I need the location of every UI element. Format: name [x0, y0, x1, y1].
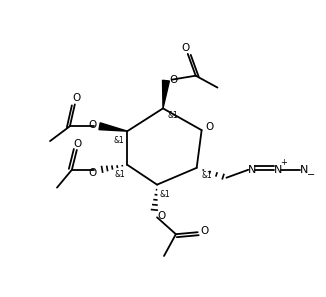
Text: O: O — [182, 43, 190, 53]
Text: N: N — [248, 165, 256, 175]
Text: N: N — [300, 165, 308, 175]
Text: &1: &1 — [159, 189, 170, 199]
Text: &1: &1 — [202, 171, 212, 180]
Text: O: O — [157, 211, 165, 221]
Text: O: O — [200, 226, 209, 236]
Text: &1: &1 — [115, 170, 126, 179]
Text: O: O — [74, 139, 82, 149]
Text: &1: &1 — [168, 111, 179, 120]
Text: O: O — [89, 168, 97, 178]
Text: +: + — [280, 158, 287, 168]
Text: N: N — [274, 165, 282, 175]
Text: O: O — [89, 120, 97, 130]
Text: &1: &1 — [114, 136, 124, 145]
Polygon shape — [99, 123, 127, 131]
Text: O: O — [73, 94, 81, 103]
Text: O: O — [205, 122, 214, 132]
Text: −: − — [306, 170, 315, 180]
Polygon shape — [163, 80, 170, 108]
Text: O: O — [170, 75, 178, 85]
